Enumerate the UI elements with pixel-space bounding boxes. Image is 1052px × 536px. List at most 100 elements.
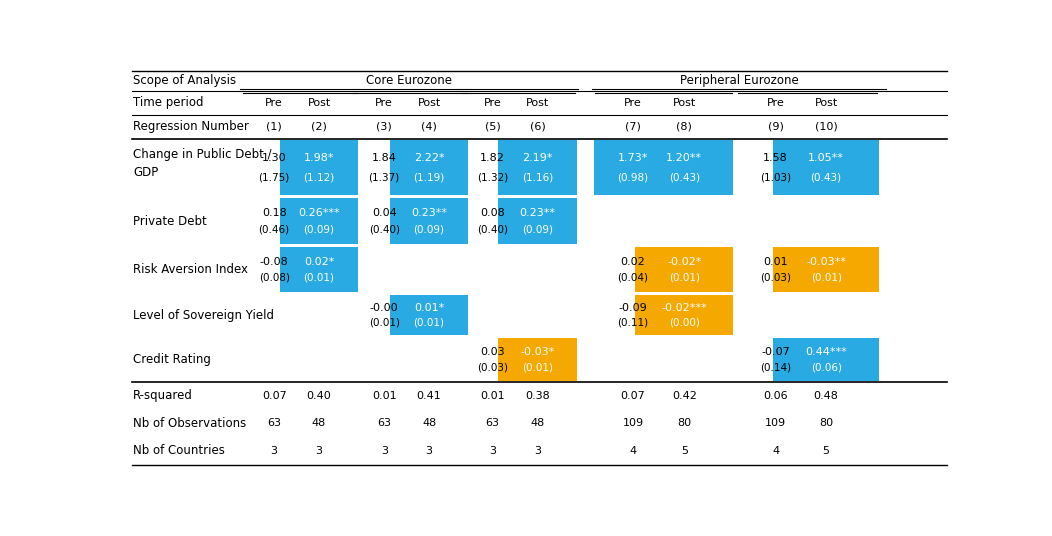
Text: 2.22*: 2.22* xyxy=(413,153,444,163)
Text: (0.40): (0.40) xyxy=(369,225,400,235)
Text: -0.02*: -0.02* xyxy=(667,257,702,266)
Text: 0.06: 0.06 xyxy=(764,391,788,401)
Text: (1.12): (1.12) xyxy=(303,172,335,182)
Text: 3: 3 xyxy=(316,446,323,456)
Text: (1.32): (1.32) xyxy=(477,172,508,182)
Text: 109: 109 xyxy=(623,419,644,428)
Text: (0.43): (0.43) xyxy=(669,172,700,182)
Text: Risk Aversion Index: Risk Aversion Index xyxy=(134,263,248,276)
Text: (1.16): (1.16) xyxy=(522,172,553,182)
Text: 2.19*: 2.19* xyxy=(522,153,552,163)
Text: 0.08: 0.08 xyxy=(481,208,505,218)
Text: 1.20**: 1.20** xyxy=(666,153,703,163)
Text: 0.02: 0.02 xyxy=(621,257,645,266)
Text: (2): (2) xyxy=(311,122,327,132)
Text: Peripheral Eurozone: Peripheral Eurozone xyxy=(680,75,798,87)
Text: Post: Post xyxy=(814,98,837,108)
FancyBboxPatch shape xyxy=(773,338,879,381)
Text: (0.01): (0.01) xyxy=(522,362,553,372)
Text: 80: 80 xyxy=(820,419,833,428)
Text: (0.04): (0.04) xyxy=(618,273,648,282)
FancyBboxPatch shape xyxy=(593,140,672,195)
Text: (0.11): (0.11) xyxy=(618,317,648,327)
FancyBboxPatch shape xyxy=(635,247,733,292)
Text: Pre: Pre xyxy=(767,98,785,108)
Text: 63: 63 xyxy=(378,419,391,428)
FancyBboxPatch shape xyxy=(280,140,358,195)
FancyBboxPatch shape xyxy=(773,247,879,292)
FancyBboxPatch shape xyxy=(499,338,576,381)
Text: R-squared: R-squared xyxy=(134,390,193,403)
Text: (1.75): (1.75) xyxy=(259,172,289,182)
Text: (0.01): (0.01) xyxy=(669,273,700,282)
Text: (1): (1) xyxy=(266,122,282,132)
Text: (0.09): (0.09) xyxy=(304,225,335,235)
Text: 0.07: 0.07 xyxy=(262,391,286,401)
Text: (0.40): (0.40) xyxy=(478,225,508,235)
Text: -0.03*: -0.03* xyxy=(521,347,554,356)
Text: 0.07: 0.07 xyxy=(621,391,645,401)
Text: 3: 3 xyxy=(426,446,432,456)
Text: 48: 48 xyxy=(530,419,545,428)
Text: 0.18: 0.18 xyxy=(262,208,286,218)
Text: 0.01*: 0.01* xyxy=(413,303,444,312)
Text: (8): (8) xyxy=(676,122,692,132)
Text: 0.23**: 0.23** xyxy=(520,208,555,218)
FancyBboxPatch shape xyxy=(280,247,358,292)
Text: 5: 5 xyxy=(681,446,688,456)
Text: 0.48: 0.48 xyxy=(813,391,838,401)
Text: -0.03**: -0.03** xyxy=(806,257,846,266)
Text: (0.98): (0.98) xyxy=(618,172,648,182)
FancyBboxPatch shape xyxy=(773,140,879,195)
Text: 48: 48 xyxy=(311,419,326,428)
Text: Level of Sovereign Yield: Level of Sovereign Yield xyxy=(134,309,275,322)
Text: (0.14): (0.14) xyxy=(760,362,791,372)
FancyBboxPatch shape xyxy=(390,295,468,336)
Text: Private Debt: Private Debt xyxy=(134,214,207,228)
Text: Regression Number: Regression Number xyxy=(134,120,249,133)
Text: Scope of Analysis: Scope of Analysis xyxy=(134,75,237,87)
Text: Nb of Countries: Nb of Countries xyxy=(134,444,225,457)
Text: (1.03): (1.03) xyxy=(760,172,791,182)
Text: (0.01): (0.01) xyxy=(369,317,400,327)
Text: (9): (9) xyxy=(768,122,784,132)
Text: 0.01: 0.01 xyxy=(764,257,788,266)
Text: (0.01): (0.01) xyxy=(811,273,842,282)
Text: 3: 3 xyxy=(534,446,541,456)
Text: 1.30: 1.30 xyxy=(262,153,286,163)
Text: (0.43): (0.43) xyxy=(811,172,842,182)
Text: GDP: GDP xyxy=(134,166,159,178)
Text: (0.09): (0.09) xyxy=(522,225,553,235)
Text: 48: 48 xyxy=(422,419,437,428)
Text: 80: 80 xyxy=(677,419,691,428)
Text: 1.98*: 1.98* xyxy=(304,153,335,163)
Text: 0.44***: 0.44*** xyxy=(805,347,847,356)
Text: (3): (3) xyxy=(377,122,392,132)
Text: Time period: Time period xyxy=(134,96,204,109)
Text: (0.00): (0.00) xyxy=(669,317,700,327)
FancyBboxPatch shape xyxy=(635,295,733,336)
Text: 1.05**: 1.05** xyxy=(808,153,844,163)
Text: (0.08): (0.08) xyxy=(259,273,289,282)
Text: 0.40: 0.40 xyxy=(306,391,331,401)
Text: (7): (7) xyxy=(625,122,641,132)
Text: 0.42: 0.42 xyxy=(672,391,696,401)
Text: 3: 3 xyxy=(270,446,278,456)
Text: 0.23**: 0.23** xyxy=(411,208,447,218)
Text: 0.38: 0.38 xyxy=(525,391,550,401)
Text: -0.02***: -0.02*** xyxy=(662,303,707,312)
Text: (0.46): (0.46) xyxy=(259,225,289,235)
Text: 0.41: 0.41 xyxy=(417,391,442,401)
Text: 0.04: 0.04 xyxy=(371,208,397,218)
Text: 5: 5 xyxy=(823,446,830,456)
Text: 0.02*: 0.02* xyxy=(304,257,335,266)
Text: 63: 63 xyxy=(267,419,281,428)
Text: Pre: Pre xyxy=(265,98,283,108)
Text: 0.26***: 0.26*** xyxy=(298,208,340,218)
Text: 1.58: 1.58 xyxy=(763,153,788,163)
Text: 63: 63 xyxy=(486,419,500,428)
Text: 4: 4 xyxy=(629,446,636,456)
Text: Nb of Observations: Nb of Observations xyxy=(134,417,246,430)
Text: 0.03: 0.03 xyxy=(481,347,505,356)
Text: 0.01: 0.01 xyxy=(372,391,397,401)
